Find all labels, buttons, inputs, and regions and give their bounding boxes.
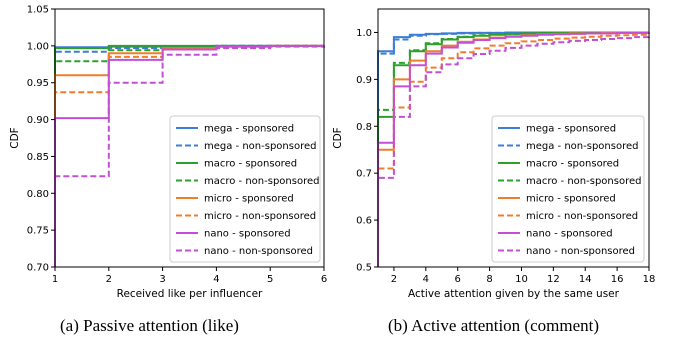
panel-b-xtick-label: 4 (423, 274, 429, 285)
panel-b-xtick-label: 8 (486, 274, 492, 285)
panel-b-xtick-label: 16 (611, 274, 624, 285)
panel-b-ytick-label: 1.0 (356, 28, 372, 39)
panel-a-ylabel: CDF (9, 127, 21, 148)
panel-b-ytick-label: 0.8 (356, 122, 372, 133)
panel-b-legend-label: mega - sponsored (526, 124, 616, 135)
panel-a-ytick-label: 0.80 (27, 189, 49, 200)
panel-b-ylabel: CDF (332, 127, 344, 148)
panel-b-xtick-label: 12 (547, 274, 560, 285)
panel-a-legend-label: nano - non-sponsored (204, 246, 313, 257)
panel-b-legend-label: macro - sponsored (526, 159, 619, 170)
panel-a-xtick-label: 5 (267, 274, 273, 285)
panel-b-legend-label: nano - sponsored (526, 229, 613, 240)
panel-a-xtick-label: 2 (106, 274, 112, 285)
panel-a-legend: mega - sponsored mega - non-sponsored macr… (170, 116, 320, 262)
panel-a-xtick-label: 4 (213, 274, 219, 285)
panel-a-legend-label: nano - sponsored (204, 229, 291, 240)
panel-b-ytick-label: 0.5 (356, 263, 372, 274)
panel-b-ytick-label: 0.9 (356, 75, 372, 86)
panel-b-xtick-label: 2 (391, 274, 397, 285)
panel-a-xtick-label: 6 (321, 274, 327, 285)
panel-b-legend-label: macro - non-sponsored (526, 176, 641, 187)
caption-active-attention: (b) Active attention (comment) (388, 316, 599, 336)
panel-a-legend-label: macro - sponsored (204, 159, 297, 170)
panel-b-legend: mega - sponsored mega - non-sponsored macr… (492, 116, 644, 262)
panel-a-legend-label: mega - sponsored (204, 124, 294, 135)
panel-a-ytick-label: 0.90 (27, 115, 49, 126)
panel-a-legend-box (170, 116, 320, 262)
panel-b-xlabel: Active attention given by the same user (408, 288, 620, 300)
panel-a-ytick-label: 0.85 (27, 152, 49, 163)
panel-b-legend-label: micro - sponsored (526, 194, 616, 205)
panel-a-legend-label: micro - non-sponsored (204, 211, 316, 222)
panel-b-xtick-label: 10 (515, 274, 528, 285)
panel-b-ytick-label: 0.6 (356, 216, 372, 227)
panel-b-legend-label: mega - non-sponsored (526, 141, 638, 152)
panel-a-legend-label: micro - sponsored (204, 194, 294, 205)
caption-passive-attention: (a) Passive attention (like) (60, 316, 239, 336)
panel-a-ytick-label: 1.00 (27, 41, 49, 52)
panel-a-xtick-label: 1 (52, 274, 58, 285)
panel-b-legend-label: nano - non-sponsored (526, 246, 635, 257)
panel-a-xlabel: Received like per influencer (117, 288, 263, 300)
panel-b-xtick-label: 18 (643, 274, 656, 285)
panel-a: 0.70 0.75 0.80 0.85 0.90 0.95 1.00 1.05 1 2 3 4 5 6 Re… (9, 5, 327, 301)
panel-a-ytick-label: 0.95 (27, 78, 49, 89)
panel-b: 0.5 0.6 0.7 0.8 0.9 1.0 2 4 6 8 10 12 14 16 18 Active a… (332, 9, 655, 300)
panel-b-ytick-label: 0.7 (356, 169, 372, 180)
panel-a-ytick-label: 1.05 (27, 5, 49, 16)
panel-b-xtick-label: 6 (455, 274, 461, 285)
panel-a-ytick-label: 0.70 (27, 263, 49, 274)
panel-b-legend-label: micro - non-sponsored (526, 211, 638, 222)
panel-b-legend-box (492, 116, 644, 262)
panel-a-xtick-label: 3 (159, 274, 165, 285)
panel-a-ytick-label: 0.75 (27, 226, 49, 237)
panel-a-legend-label: mega - non-sponsored (204, 141, 316, 152)
panel-a-legend-label: macro - non-sponsored (204, 176, 319, 187)
panel-b-xtick-label: 14 (579, 274, 592, 285)
